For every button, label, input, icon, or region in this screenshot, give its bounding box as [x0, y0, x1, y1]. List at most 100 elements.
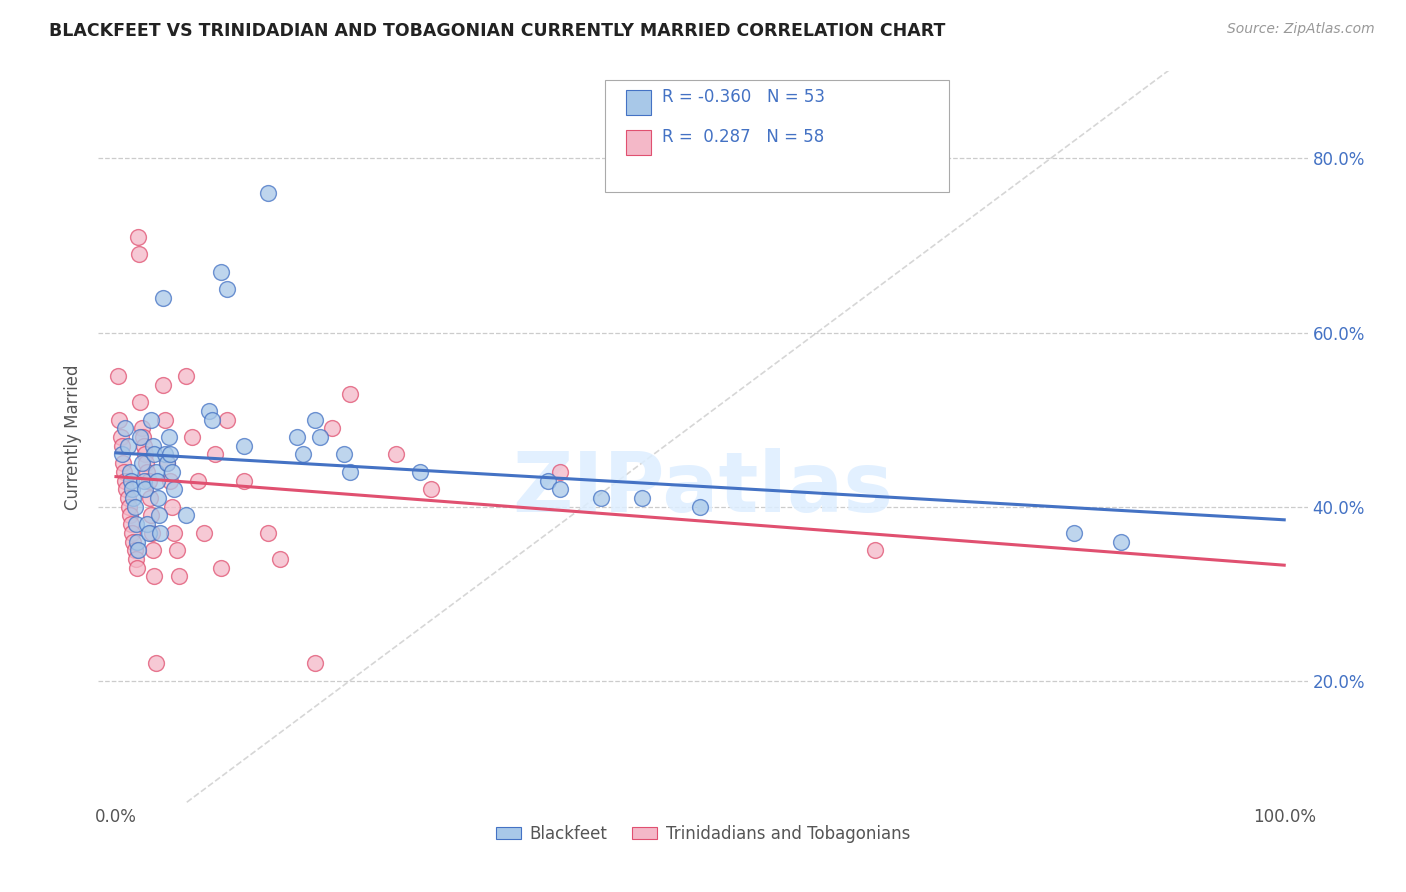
Point [233, 439, 256, 453]
Point [143, 448, 166, 462]
Point [107, 369, 129, 384]
Point [122, 534, 145, 549]
Point [309, 430, 332, 444]
Point [256, 186, 278, 201]
Point [115, 483, 138, 497]
Point [146, 474, 169, 488]
Y-axis label: Currently Married: Currently Married [65, 364, 83, 510]
Point [141, 525, 163, 540]
Point [589, 491, 612, 505]
Point [332, 448, 354, 462]
Point [160, 465, 183, 479]
Point [548, 465, 571, 479]
Point [187, 474, 209, 488]
Point [136, 517, 159, 532]
Point [159, 474, 181, 488]
Point [138, 525, 160, 540]
Point [174, 369, 197, 384]
Point [304, 412, 326, 426]
Point [321, 421, 343, 435]
Point [134, 483, 156, 497]
Point [139, 491, 162, 505]
Point [139, 412, 162, 426]
Point [128, 247, 150, 261]
Point [111, 456, 134, 470]
Point [145, 657, 167, 671]
Point [112, 465, 135, 479]
Text: Source: ZipAtlas.com: Source: ZipAtlas.com [1227, 22, 1375, 37]
Point [138, 474, 160, 488]
Point [630, 491, 652, 505]
Point [124, 543, 146, 558]
Point [149, 525, 172, 540]
Point [193, 525, 215, 540]
Point [209, 265, 232, 279]
Point [537, 474, 560, 488]
Point [131, 421, 153, 435]
Point [114, 474, 136, 488]
Point [201, 412, 224, 426]
Point [117, 491, 139, 505]
Point [339, 386, 361, 401]
Point [131, 456, 153, 470]
Point [180, 430, 202, 444]
Point [145, 465, 167, 479]
Point [153, 412, 176, 426]
Point [120, 474, 142, 488]
Point [134, 448, 156, 462]
Point [204, 448, 226, 462]
Point [152, 291, 174, 305]
Point [163, 525, 186, 540]
Point [385, 448, 408, 462]
Point [160, 500, 183, 514]
Point [548, 483, 571, 497]
Point [118, 508, 141, 523]
Point [198, 404, 221, 418]
Point [304, 657, 326, 671]
Point [111, 448, 134, 462]
Point [118, 465, 141, 479]
Point [215, 282, 238, 296]
Point [689, 500, 711, 514]
Point [139, 508, 162, 523]
Point [117, 439, 139, 453]
Point [108, 412, 131, 426]
Point [142, 543, 165, 558]
Point [156, 456, 179, 470]
Point [122, 491, 145, 505]
Point [166, 543, 188, 558]
Point [167, 569, 190, 583]
Point [339, 465, 361, 479]
Point [215, 412, 238, 426]
Point [111, 439, 134, 453]
Point [146, 491, 169, 505]
Text: R =  0.287   N = 58: R = 0.287 N = 58 [662, 128, 824, 146]
Text: BLACKFEET VS TRINIDADIAN AND TOBAGONIAN CURRENTLY MARRIED CORRELATION CHART: BLACKFEET VS TRINIDADIAN AND TOBAGONIAN … [49, 22, 946, 40]
Point [420, 483, 443, 497]
Point [865, 543, 887, 558]
Point [291, 448, 314, 462]
Point [1063, 525, 1085, 540]
Point [142, 439, 165, 453]
Point [121, 483, 143, 497]
Point [135, 456, 157, 470]
Point [125, 552, 148, 566]
Point [114, 421, 136, 435]
Point [153, 448, 176, 462]
Point [209, 560, 232, 574]
Point [118, 500, 141, 514]
Point [110, 430, 132, 444]
Point [163, 483, 186, 497]
Point [136, 465, 159, 479]
Point [156, 456, 179, 470]
Point [233, 474, 256, 488]
Point [174, 508, 197, 523]
Point [125, 560, 148, 574]
Point [129, 430, 152, 444]
Point [121, 525, 143, 540]
Point [124, 500, 146, 514]
Point [285, 430, 308, 444]
Point [127, 543, 149, 558]
Point [129, 395, 152, 409]
Point [159, 448, 181, 462]
